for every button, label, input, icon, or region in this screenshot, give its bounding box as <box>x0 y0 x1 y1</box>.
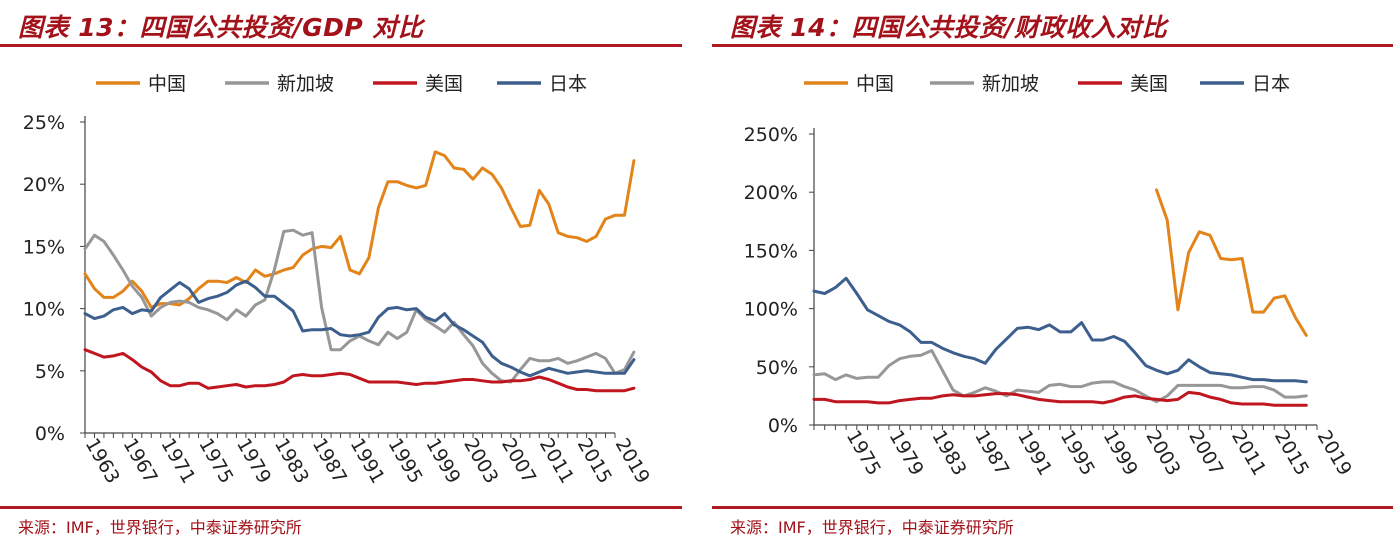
chart14-x-tick-label: 1995 <box>1056 427 1099 480</box>
bottom-rule <box>712 506 1393 509</box>
chart13-y-tick-label: 25% <box>23 112 65 134</box>
title-rule <box>0 44 682 47</box>
chart13-y-tick-label: 15% <box>23 236 65 258</box>
chart14-x-tick-label: 2019 <box>1313 427 1356 480</box>
chart13-x-tick-label: 1963 <box>81 435 124 488</box>
chart14-series-china <box>1155 188 1308 337</box>
chart13-legend-label-japan: 日本 <box>549 73 587 95</box>
chart13-y-tick-label: 0% <box>35 423 65 445</box>
chart13-y-tick-label: 10% <box>23 299 65 321</box>
chart14-y-tick-label: 200% <box>744 182 798 204</box>
chart14-x-tick-label: 2007 <box>1184 427 1227 480</box>
bottom-rule <box>0 506 682 509</box>
chart13-x-tick-label: 2019 <box>611 435 654 488</box>
chart13-legend-label-usa: 美国 <box>425 73 463 95</box>
figure-14-panel: 图表 14：四国公共投资/财政收入对比 0% 50% 100% 150% 200% 250… <box>712 0 1393 540</box>
chart13-x-tick-label: 1983 <box>270 435 313 488</box>
chart14-x-tick-label: 2011 <box>1227 427 1270 480</box>
chart13-x-tick-label: 1987 <box>308 435 351 488</box>
chart13-x-tick-label: 2015 <box>573 435 616 488</box>
chart13-x-tick-label: 1971 <box>156 435 199 488</box>
figure-13-panel: 图表 13：四国公共投资/GDP 对比 0% 5% 10% 15% 20% 25% 1963… <box>0 0 682 540</box>
figure-14-source: 来源：IMF，世界银行，中泰证券研究所 <box>730 518 1014 537</box>
chart13-series-japan <box>83 279 636 378</box>
figure-13-chart: 0% 5% 10% 15% 20% 25% 196319671971197519791983… <box>23 73 654 488</box>
chart13-x-tick-label: 1999 <box>421 435 464 488</box>
chart13-series-usa <box>83 348 636 393</box>
chart14-legend-label-china: 中国 <box>856 73 894 95</box>
chart14-x-tick-label: 1975 <box>842 427 885 480</box>
chart14-y-tick-label: 100% <box>744 299 798 321</box>
figure-14-title: 图表 14：四国公共投资/财政收入对比 <box>730 13 1168 42</box>
chart14-x-tick-label: 1991 <box>1013 427 1056 480</box>
chart13-x-tick-label: 2011 <box>535 435 578 488</box>
chart13-x-tick-label: 1975 <box>194 435 237 488</box>
chart14-x-tick-label: 2003 <box>1141 427 1184 480</box>
chart13-y-tick-label: 20% <box>23 174 65 196</box>
chart14-x-tick-label: 1979 <box>885 427 928 480</box>
chart13-legend-label-singapore: 新加坡 <box>277 73 334 95</box>
chart14-x-tick-label: 1987 <box>970 427 1013 480</box>
chart14-series-usa <box>812 390 1308 407</box>
chart13-x-tick-label: 1991 <box>346 435 389 488</box>
chart14-y-tick-label: 0% <box>768 415 798 437</box>
chart14-series-singapore <box>812 349 1308 404</box>
chart13-x-tick-label: 2007 <box>497 435 540 488</box>
chart14-legend-label-singapore: 新加坡 <box>982 73 1039 95</box>
chart14-legend-label-japan: 日本 <box>1252 73 1290 95</box>
chart13-series-singapore <box>83 228 636 384</box>
chart13-x-tick-label: 2003 <box>459 435 502 488</box>
chart14-x-tick-label: 1999 <box>1099 427 1142 480</box>
chart14-y-tick-label: 150% <box>744 240 798 262</box>
chart14-series-japan <box>812 276 1308 384</box>
figure-13-source: 来源：IMF，世界银行，中泰证券研究所 <box>18 518 302 537</box>
chart14-y-tick-label: 50% <box>756 357 798 379</box>
chart13-x-tick-label: 1995 <box>384 435 427 488</box>
chart13-series-china <box>83 150 636 309</box>
chart14-legend-label-usa: 美国 <box>1130 73 1168 95</box>
chart13-legend-label-china: 中国 <box>148 73 186 95</box>
chart13-y-tick-label: 5% <box>35 361 65 383</box>
figure-14-chart: 0%50%100%150%200%250%1975 1979 1983 1987 199… <box>744 73 1356 480</box>
figure-13-title: 图表 13：四国公共投资/GDP 对比 <box>18 13 424 42</box>
chart14-x-tick-label: 1983 <box>927 427 970 480</box>
chart13-x-tick-label: 1967 <box>119 435 162 488</box>
title-rule <box>712 44 1393 47</box>
chart14-x-tick-label: 2015 <box>1270 427 1313 480</box>
chart13-x-tick-label: 1979 <box>232 435 275 488</box>
chart14-y-tick-label: 250% <box>744 124 798 146</box>
